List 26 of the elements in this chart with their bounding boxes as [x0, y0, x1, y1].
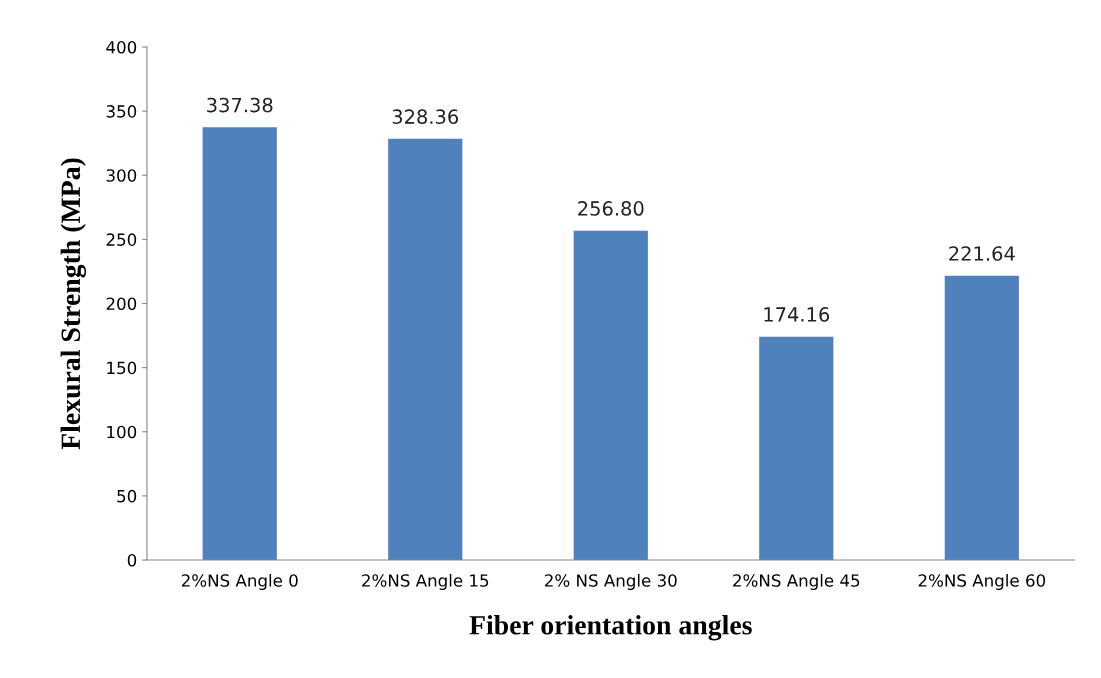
x-tick-label: 2%NS Angle 15 [362, 573, 489, 591]
data-label: 174.16 [764, 307, 830, 322]
y-tick-label: 50 [117, 489, 137, 503]
y-tick-label: 0 [127, 553, 137, 567]
bar [759, 336, 834, 561]
bar [944, 275, 1019, 561]
y-tick-label: 100 [107, 425, 137, 439]
bar [573, 230, 648, 561]
bar [202, 127, 277, 561]
data-label: 256.80 [578, 201, 644, 216]
y-tick-label: 250 [106, 233, 137, 246]
x-axis-title: Fiber orientation angles [469, 615, 752, 641]
y-tick-label: 350 [106, 105, 137, 118]
y-axis-title: Flexural Strength (MPa) [60, 158, 86, 450]
y-tick-label: 150 [107, 361, 137, 375]
data-label: 337.38 [207, 97, 273, 113]
x-tick-label: 2% NS Angle 30 [544, 573, 677, 591]
x-tick-label: 2%NS Angle 60 [918, 573, 1046, 591]
y-tick-label: 200 [106, 297, 137, 311]
y-tick-label: 300 [106, 169, 137, 182]
data-label: 328.36 [392, 109, 459, 124]
data-label: 221.64 [949, 246, 1015, 261]
y-tick-label: 400 [106, 40, 137, 54]
x-tick-label: 2%NS Angle 45 [733, 573, 860, 591]
bar [388, 138, 463, 561]
x-tick-label: 2%NS Angle 0 [181, 573, 298, 591]
